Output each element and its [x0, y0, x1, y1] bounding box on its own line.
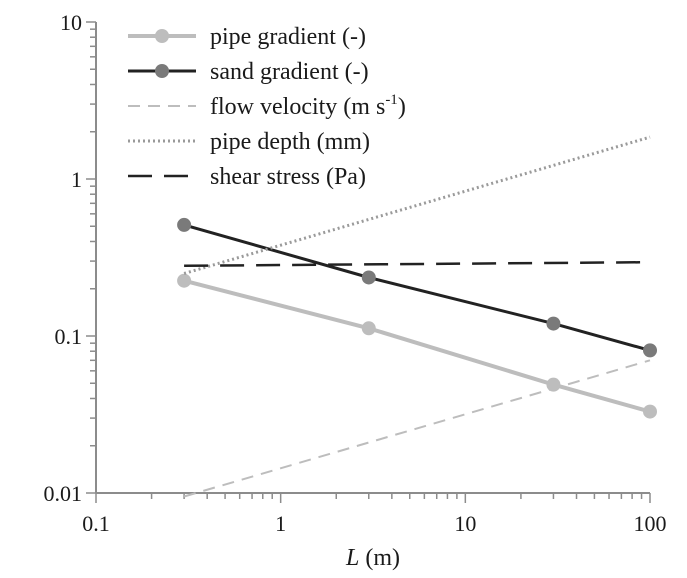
- legend-marker-2: [155, 64, 169, 78]
- y-tick-label: 0.1: [55, 324, 83, 349]
- series-2-point: [546, 316, 561, 331]
- series-3-line: [183, 359, 651, 498]
- legend-label-text: sand gradient (-): [210, 59, 369, 85]
- x-axis-unit: (m): [359, 545, 400, 571]
- legend-label-text: shear stress (Pa): [210, 164, 366, 190]
- legend-label-text: pipe gradient (-): [210, 24, 366, 50]
- series-1-point: [643, 404, 657, 419]
- series-layer: [177, 135, 657, 498]
- legend-label-3: flow velocity (m s-1): [210, 92, 406, 120]
- x-tick-label: 10: [454, 511, 476, 536]
- y-tick-label: 10: [60, 10, 82, 35]
- legend-label-superscript: -1: [385, 92, 398, 108]
- legend-marker-1: [155, 29, 169, 43]
- x-axis-label: L (m): [345, 545, 400, 571]
- legend-label-end: ): [398, 94, 406, 120]
- series-2-point: [177, 217, 192, 232]
- x-tick-label: 100: [634, 511, 667, 536]
- legend-label-1: pipe gradient (-): [210, 24, 366, 50]
- x-tick-label: 0.1: [82, 511, 110, 536]
- series-4-line: [183, 135, 651, 275]
- legend-label-text: pipe depth (mm): [210, 129, 370, 155]
- series-1-line: [183, 278, 651, 414]
- x-tick-label: 1: [275, 511, 286, 536]
- legend-label-2: sand gradient (-): [210, 59, 369, 85]
- legend-label-text: flow velocity (m s: [210, 94, 385, 120]
- series-5-line: [184, 260, 651, 268]
- series-2-point: [361, 270, 376, 285]
- series-2-point: [643, 343, 657, 358]
- axes: 0.1 1 10 100 0.01 0.1 1 10: [44, 10, 667, 536]
- legend: pipe gradient (-) sand gradient (-) flow v…: [128, 24, 406, 190]
- legend-label-4: pipe depth (mm): [210, 129, 370, 155]
- series-1-point: [177, 273, 192, 288]
- y-tick-label: 1: [71, 167, 82, 192]
- series-1-point: [361, 321, 376, 336]
- y-tick-label: 0.01: [44, 481, 83, 506]
- legend-label-5: shear stress (Pa): [210, 164, 366, 190]
- series-2-line: [183, 223, 651, 352]
- x-axis-variable: L: [345, 545, 359, 571]
